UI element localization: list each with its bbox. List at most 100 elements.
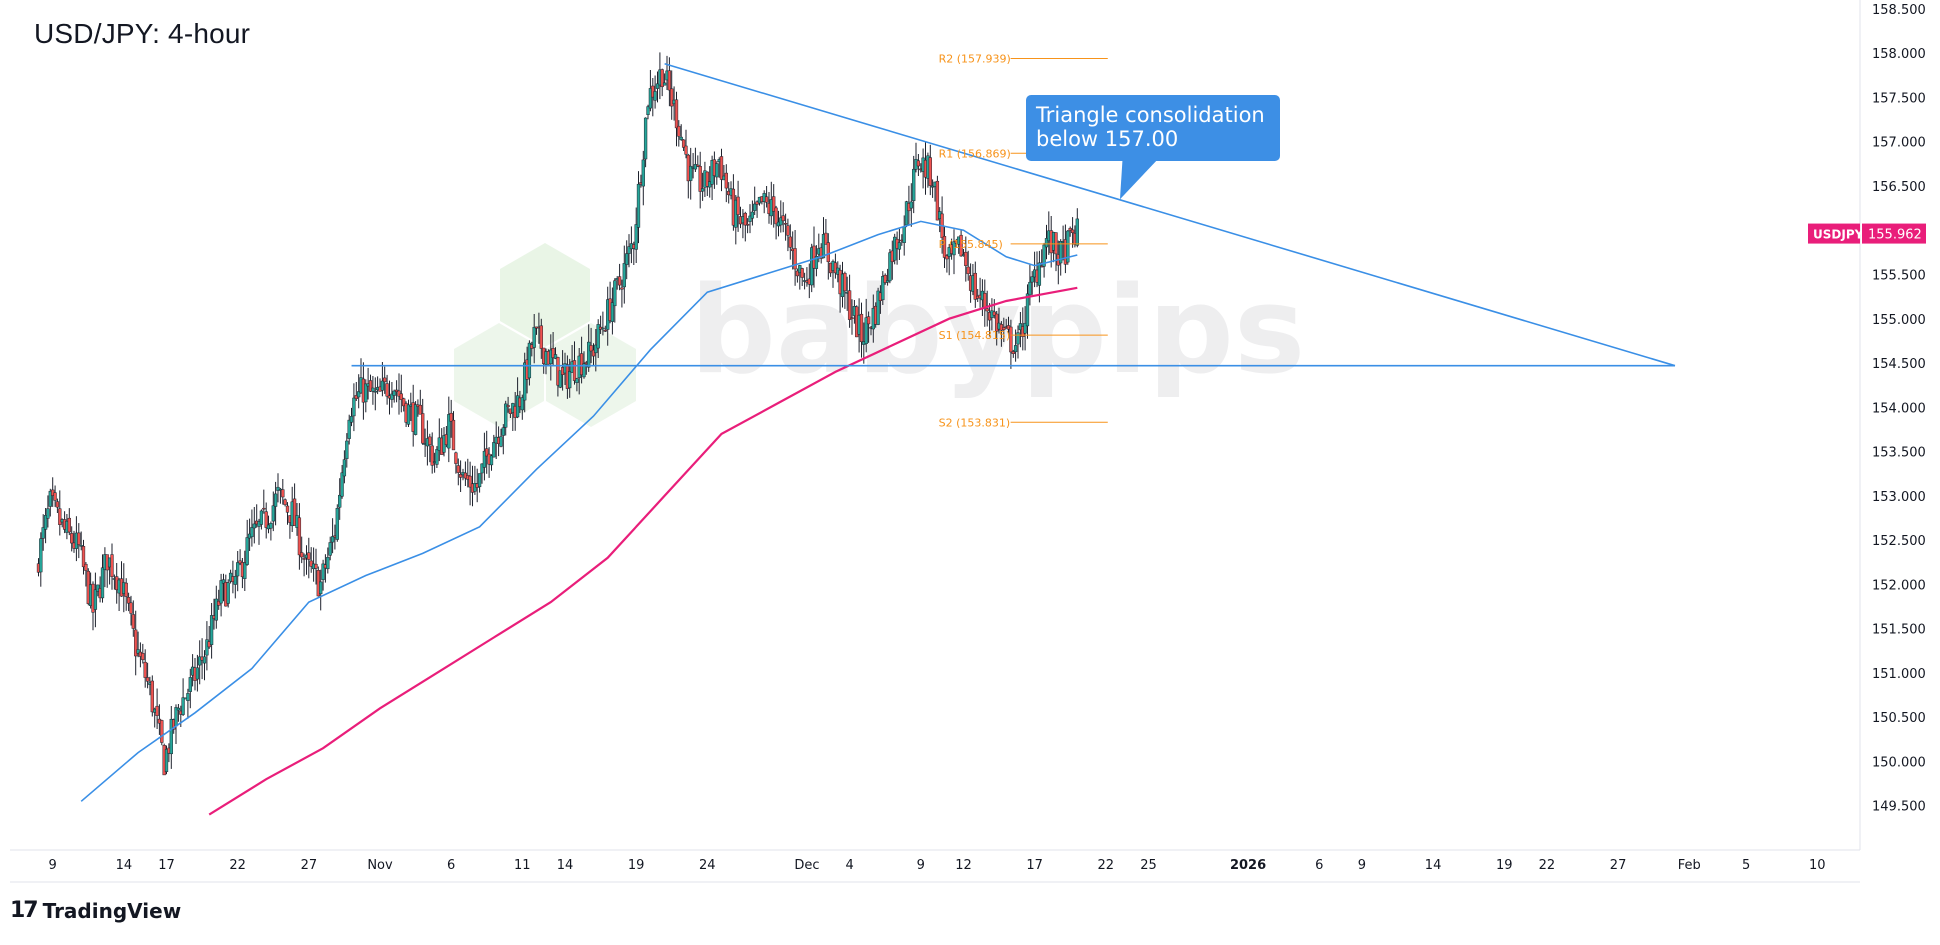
- candle-body: [55, 501, 60, 508]
- candle-body: [300, 552, 304, 558]
- candle-body: [456, 465, 460, 473]
- watermark-hex: [500, 243, 590, 347]
- candle-body: [126, 597, 131, 604]
- moving-averages: [80, 220, 1078, 816]
- candle-body: [1066, 230, 1070, 263]
- candle-body: [693, 164, 698, 170]
- candle-body: [866, 316, 871, 325]
- candle-body: [532, 326, 536, 348]
- y-tick-label: 158.000: [1872, 47, 1926, 62]
- candle-body: [888, 252, 892, 282]
- x-tick-label: 17: [1026, 858, 1043, 873]
- candle-body: [995, 313, 999, 332]
- candle-body: [451, 419, 456, 451]
- candle-body: [1044, 238, 1049, 248]
- candle-body: [371, 387, 375, 392]
- symbol-tag: [1808, 223, 1860, 244]
- candle-body: [269, 523, 273, 529]
- x-tick-label: 19: [628, 858, 645, 873]
- candle-body: [617, 276, 622, 286]
- candle-body: [966, 266, 970, 275]
- candle-body: [653, 91, 657, 101]
- candle-body: [883, 274, 887, 283]
- candle-body: [964, 251, 968, 266]
- footer-logo[interactable]: 17 TradingView: [10, 898, 181, 923]
- candle-body: [985, 308, 989, 312]
- candle-body: [226, 582, 230, 604]
- candle-body: [292, 498, 297, 526]
- x-tick-label: 22: [229, 858, 246, 873]
- candle-body: [221, 579, 226, 584]
- candle-body: [1054, 232, 1058, 255]
- candle-body: [160, 720, 164, 743]
- candle-body: [53, 492, 57, 501]
- candle-body: [1028, 281, 1032, 296]
- y-tick-label: 149.500: [1872, 800, 1926, 815]
- candle-body: [150, 680, 154, 713]
- candle-body: [145, 677, 150, 682]
- x-tick-label: 9: [917, 858, 925, 873]
- candle-body: [622, 263, 626, 288]
- candle-body: [238, 560, 242, 564]
- candle-body: [788, 236, 792, 248]
- candle-body: [314, 563, 318, 569]
- candle-body: [198, 656, 202, 666]
- candle-body: [1059, 241, 1063, 264]
- candle-body: [772, 196, 776, 212]
- candle-body: [952, 241, 956, 256]
- y-tick-label: 158.500: [1872, 3, 1926, 18]
- watermark-text: babypips: [690, 262, 1305, 401]
- last-price-label: 155.962: [1868, 228, 1922, 243]
- x-tick-label: 10: [1809, 858, 1826, 873]
- candle-body: [321, 563, 325, 580]
- candle-body: [1042, 244, 1046, 267]
- candle-body: [876, 290, 880, 325]
- candle-body: [489, 455, 494, 466]
- x-tick-label: 19: [1496, 858, 1513, 873]
- candle-body: [912, 168, 916, 201]
- babypips-watermark: babypips: [454, 243, 1305, 427]
- candle-body: [591, 349, 596, 357]
- candle-body: [302, 558, 306, 560]
- candle-body: [236, 562, 240, 577]
- candle-body: [826, 242, 830, 263]
- y-tick-label: 153.500: [1872, 446, 1926, 461]
- candle-body: [181, 697, 185, 715]
- y-tick-label: 157.000: [1872, 136, 1926, 151]
- candle-body: [750, 211, 755, 219]
- candle-body: [124, 582, 128, 597]
- candle-body: [347, 419, 351, 439]
- x-tick-label: 2026: [1230, 858, 1266, 873]
- candle-body: [864, 317, 868, 344]
- x-tick-label: 12: [955, 858, 972, 873]
- candle-body: [945, 255, 949, 260]
- candle-body: [383, 377, 387, 383]
- y-tick-label: 150.500: [1872, 711, 1926, 726]
- chart-title: USD/JPY: 4-hour: [34, 18, 251, 49]
- candle-body: [205, 639, 209, 656]
- candle-body: [499, 436, 503, 447]
- candle-body: [155, 705, 159, 716]
- y-tick-label: 156.500: [1872, 180, 1926, 195]
- candle-body: [743, 212, 747, 226]
- candle-body: [219, 580, 223, 604]
- x-tick-label: 4: [845, 858, 853, 873]
- candle-body: [748, 215, 752, 222]
- x-tick-label: 14: [116, 858, 133, 873]
- candle-body: [176, 707, 181, 711]
- candle-body: [674, 99, 679, 129]
- watermark-hex: [546, 323, 636, 427]
- candle-body: [418, 404, 422, 415]
- candle-body: [392, 390, 396, 396]
- candle-body: [935, 180, 940, 221]
- candle-body: [909, 201, 913, 209]
- candle-body: [77, 532, 81, 545]
- candle-body: [202, 656, 207, 664]
- candle-body: [800, 268, 804, 278]
- candle-body: [634, 224, 638, 250]
- candle-body: [364, 383, 368, 403]
- callout-box: [1026, 95, 1280, 161]
- pivot-label: P (155.845): [939, 238, 1003, 251]
- candle-body: [264, 511, 268, 528]
